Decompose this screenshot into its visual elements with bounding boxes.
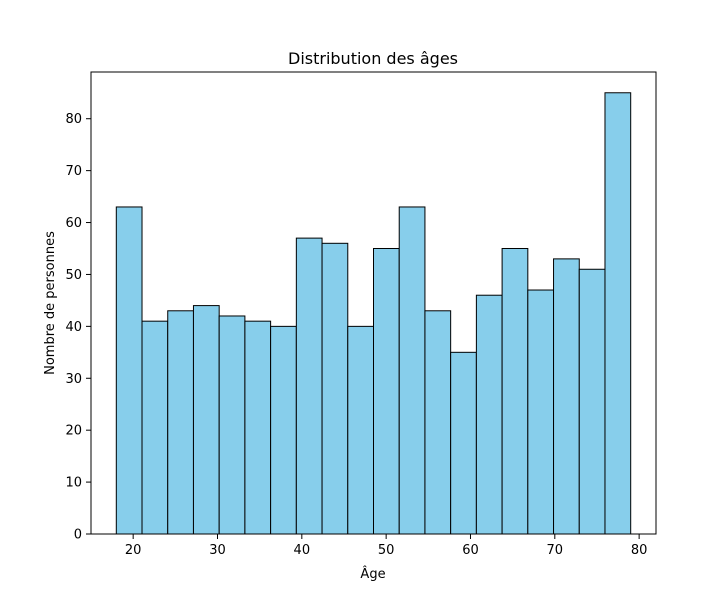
y-tick-label: 20 [65, 424, 82, 439]
histogram-bar [115, 206, 143, 535]
y-tick-label: 40 [65, 320, 82, 335]
histogram-bar [578, 268, 606, 535]
histogram-bar [192, 305, 220, 535]
y-tick-label: 80 [65, 112, 82, 127]
y-tick-label: 50 [65, 268, 82, 283]
histogram-bar [167, 310, 194, 535]
histogram-bar [295, 237, 323, 535]
histogram-bar [398, 206, 426, 535]
x-tick-label: 50 [378, 543, 395, 558]
histogram-bar [270, 325, 297, 535]
x-tick-label: 40 [294, 543, 311, 558]
histogram-bar [450, 351, 477, 535]
histogram-bar [321, 242, 349, 535]
y-tick-label: 60 [65, 216, 82, 231]
histogram-bar [501, 247, 529, 535]
histogram-bar [218, 315, 246, 535]
histogram-bar [604, 92, 632, 535]
chart-title: Distribution des âges [288, 49, 458, 68]
x-tick-label: 20 [125, 543, 142, 558]
y-tick-label: 70 [65, 164, 82, 179]
x-tick-label: 60 [462, 543, 479, 558]
y-tick-label: 30 [65, 372, 82, 387]
y-tick-label: 10 [65, 476, 82, 491]
histogram-bar [527, 289, 555, 535]
histogram-bar [141, 320, 169, 535]
bars-group [115, 92, 632, 535]
y-axis-ticks: 0 10 20 30 40 50 60 70 80 [65, 112, 91, 543]
plot-frame [90, 71, 657, 535]
histogram-bar [244, 320, 272, 535]
y-tick-label: 0 [74, 528, 82, 543]
histogram-bar [475, 294, 503, 535]
x-tick-label: 70 [547, 543, 564, 558]
histogram-bar [373, 247, 400, 535]
x-tick-label: 30 [209, 543, 226, 558]
y-axis-label: Nombre de personnes [43, 231, 58, 375]
histogram-bar [347, 325, 374, 535]
histogram-bar [424, 310, 452, 535]
histogram-bar [553, 258, 580, 535]
x-axis-label: Âge [360, 566, 385, 582]
x-axis-ticks: 20 30 40 50 60 70 80 [125, 534, 648, 558]
x-tick-label: 80 [631, 543, 648, 558]
